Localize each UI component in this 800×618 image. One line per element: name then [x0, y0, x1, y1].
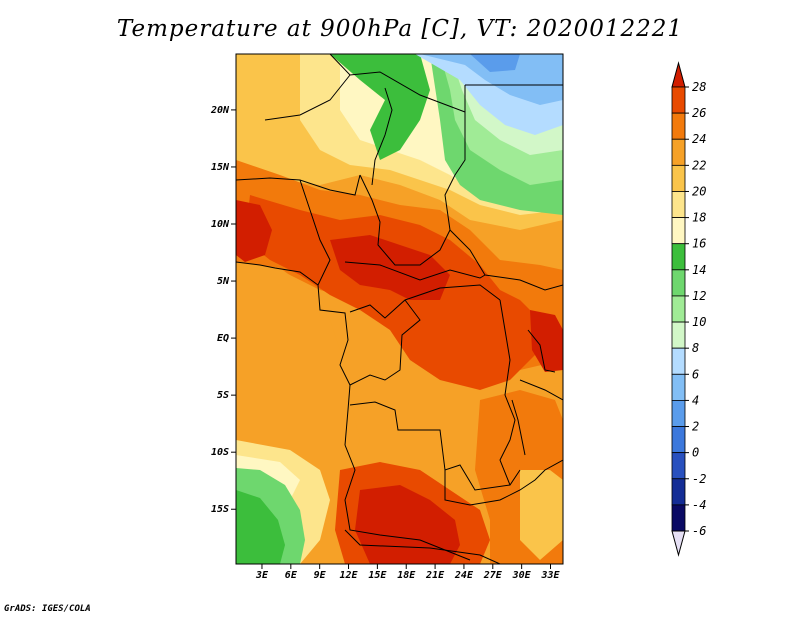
- colorbar-label: 20: [692, 184, 706, 198]
- border-north-1: [329, 54, 466, 113]
- colorbar-segment: [671, 504, 686, 532]
- colorbar-bottom-arrow: [671, 530, 686, 557]
- colorbar-segment: [671, 217, 686, 245]
- y-tick-label: EQ: [217, 333, 229, 344]
- colorbar-label: -6: [692, 524, 706, 538]
- temperature-field: [236, 54, 563, 564]
- x-tick-label: 27E: [483, 570, 503, 581]
- y-tick-label: 5N: [217, 276, 230, 287]
- border-nigeria-cameroon: [299, 179, 331, 286]
- colorbar-segment: [671, 400, 686, 427]
- colorbar-segment: [671, 138, 686, 166]
- field-south-core: [355, 485, 460, 564]
- border-namibia: [344, 529, 501, 564]
- x-tick-label: 24E: [454, 570, 474, 581]
- border-lake-tanganyika: [511, 399, 526, 456]
- y-tick-label: 15S: [211, 504, 229, 515]
- border-drc-east: [499, 299, 516, 486]
- colorbar-label: 0: [692, 446, 699, 460]
- colorbar-segment: [671, 243, 686, 271]
- colorbar-segment: [671, 347, 686, 375]
- border-tanzania: [519, 379, 563, 401]
- colorbar-segment: [671, 426, 686, 454]
- country-borders: [236, 54, 563, 564]
- colorbar-segment: [671, 112, 686, 140]
- border-gabon: [317, 284, 351, 386]
- x-tick-label: 18E: [397, 570, 416, 581]
- border-zambia: [444, 459, 563, 506]
- y-tick-label: 10N: [211, 219, 230, 230]
- colorbar-segment: [671, 164, 686, 192]
- x-tick-label: 3E: [255, 570, 269, 581]
- colorbar-segment: [671, 452, 686, 480]
- y-tick-label: 20N: [210, 105, 230, 116]
- colorbar-label: -4: [692, 498, 706, 512]
- colorbar-segment: [671, 191, 686, 218]
- border-angola: [344, 444, 471, 561]
- border-car: [344, 261, 486, 281]
- field-blue-mid: [420, 54, 563, 105]
- map-frame: [235, 53, 564, 565]
- colorbar-label: 10: [692, 315, 706, 329]
- border-north-2: [444, 112, 486, 276]
- x-tick-label: 21E: [425, 570, 445, 581]
- colorbar-segment: [671, 86, 686, 114]
- colorbar-segment: [671, 478, 686, 506]
- field-ocean-west: [236, 262, 360, 470]
- colorbar-label: 28: [692, 80, 706, 94]
- colorbar-segment: [671, 269, 686, 297]
- y-tick-label: 10S: [211, 447, 229, 458]
- y-tick-label: 5S: [217, 390, 229, 401]
- colorbar-label: 8: [692, 341, 699, 355]
- colorbar-top-arrow: [671, 61, 686, 88]
- border-nigeria: [236, 174, 361, 196]
- x-tick-label: 9E: [314, 570, 327, 581]
- colorbar-label: 14: [692, 263, 706, 277]
- grads-credit: GrADS: IGES/COLA: [4, 604, 91, 614]
- colorbar-label: 4: [692, 393, 699, 407]
- border-sudan-east: [484, 274, 563, 291]
- colorbar-label: 26: [692, 106, 706, 120]
- colorbar-label: -2: [692, 472, 706, 486]
- colorbar-segment: [671, 373, 686, 401]
- border-chad-south: [359, 174, 451, 266]
- colorbar-label: 16: [692, 237, 706, 251]
- colorbar-label: 12: [692, 289, 706, 303]
- colorbar-segment: [671, 295, 686, 323]
- field-south-green-deep: [236, 490, 285, 564]
- border-west-coast: [236, 261, 319, 286]
- field-east-red: [530, 310, 563, 372]
- border-drc-west: [349, 299, 421, 386]
- field-green-north: [330, 54, 430, 160]
- x-tick-label: 12E: [339, 570, 358, 581]
- y-tick-label: 15N: [211, 162, 230, 173]
- field-west-red: [236, 200, 272, 262]
- x-axis: 3E 6E 9E 12E 15E 18E 21E 24E 27E 30E 33E: [255, 564, 561, 581]
- border-nile: [371, 87, 393, 186]
- border-niger-chad: [264, 74, 351, 121]
- colorbar-label: 18: [692, 211, 706, 225]
- colorbar-segment: [671, 321, 686, 349]
- colorbar-label: 22: [692, 158, 706, 172]
- colorbar-label: 2: [692, 420, 699, 434]
- x-tick-label: 6E: [285, 570, 298, 581]
- field-se-yellow: [520, 470, 563, 560]
- colorbar-label: 24: [692, 132, 706, 146]
- x-tick-label: 30E: [512, 570, 532, 581]
- border-coast-south: [344, 384, 351, 446]
- border-drc-south: [349, 401, 521, 491]
- field-central-red: [245, 195, 540, 390]
- border-lake-east: [527, 329, 556, 373]
- x-tick-label: 33E: [540, 570, 560, 581]
- field-central-deep: [330, 235, 450, 300]
- y-axis: 20N 15N 10N 5N EQ 5S 10S 15S: [210, 105, 236, 515]
- field-blue-deep: [470, 54, 520, 72]
- colorbar-label: 6: [692, 367, 699, 381]
- x-tick-label: 15E: [368, 570, 387, 581]
- chart-title: Temperature at 900hPa [C], VT: 202001222…: [116, 16, 684, 42]
